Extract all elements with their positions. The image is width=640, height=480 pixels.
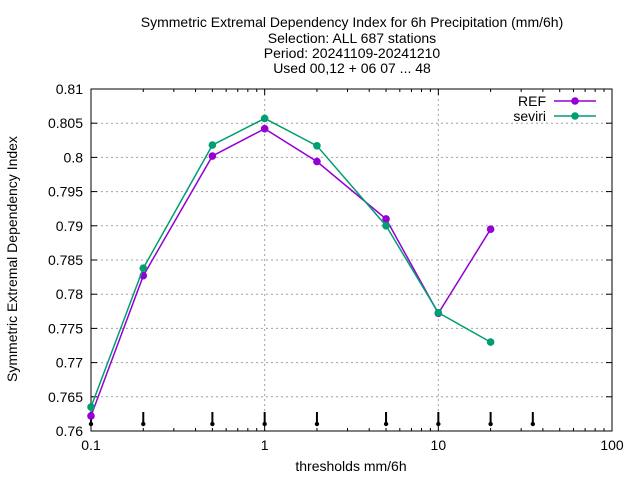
y-tick-label: 0.8 bbox=[64, 149, 84, 165]
title-line-3: Period: 20241109-20241210 bbox=[264, 45, 441, 61]
y-tick-label: 0.795 bbox=[48, 184, 83, 200]
plot-frame bbox=[90, 88, 613, 432]
series-line-REF bbox=[90, 127, 492, 417]
series-line-seviri bbox=[90, 117, 491, 408]
threshold-marker-dot bbox=[383, 421, 389, 427]
data-point-REF bbox=[486, 225, 495, 234]
y-tick-label: 0.775 bbox=[48, 320, 83, 336]
axes: 0.760.7650.770.7750.780.7850.790.7950.80… bbox=[48, 81, 624, 453]
y-tick-label: 0.77 bbox=[56, 355, 83, 371]
data-point-seviri bbox=[139, 264, 148, 273]
y-tick-label: 0.765 bbox=[48, 389, 83, 405]
data-point-REF bbox=[382, 215, 390, 223]
threshold-marker-dot bbox=[314, 421, 320, 427]
legend-marker-REF bbox=[571, 97, 579, 105]
threshold-marker-dot bbox=[88, 421, 94, 427]
data-point-seviri bbox=[434, 308, 443, 317]
data-point-seviri bbox=[382, 222, 390, 230]
threshold-marker-dot bbox=[530, 421, 536, 427]
threshold-marker-dot bbox=[488, 421, 493, 427]
data-point-REF bbox=[208, 152, 217, 160]
legend-label-seviri: seviri bbox=[513, 108, 546, 124]
threshold-markers bbox=[88, 412, 536, 427]
title-line-1: Symmetric Extremal Dependency Index for … bbox=[141, 14, 564, 30]
y-tick-label: 0.79 bbox=[56, 218, 83, 234]
x-tick-label: 10 bbox=[431, 437, 447, 453]
data-point-seviri bbox=[260, 114, 269, 123]
x-tick-label: 100 bbox=[600, 437, 624, 453]
y-tick-label: 0.76 bbox=[56, 423, 83, 439]
x-tick-label: 0.1 bbox=[81, 437, 101, 453]
data-point-seviri bbox=[87, 403, 95, 411]
threshold-marker-dot bbox=[436, 421, 441, 427]
y-tick-label: 0.785 bbox=[48, 252, 83, 268]
x-axis-label: thresholds mm/6h bbox=[295, 458, 406, 474]
chart-title: Symmetric Extremal Dependency Index for … bbox=[141, 14, 564, 76]
data-point-REF bbox=[87, 412, 95, 420]
y-tick-label: 0.78 bbox=[56, 286, 83, 302]
data-point-REF bbox=[260, 124, 269, 133]
title-line-2: Selection: ALL 687 stations bbox=[268, 30, 436, 46]
y-tick-label: 0.81 bbox=[56, 81, 83, 97]
data-point-seviri bbox=[208, 141, 217, 149]
threshold-marker-dot bbox=[141, 421, 146, 427]
legend-label-REF: REF bbox=[518, 93, 546, 109]
grid bbox=[91, 89, 612, 431]
data-point-seviri bbox=[313, 141, 321, 150]
data-point-seviri bbox=[486, 338, 495, 346]
series bbox=[87, 114, 495, 420]
data-point-REF bbox=[313, 157, 321, 166]
threshold-marker-dot bbox=[262, 421, 267, 427]
y-axis-label: Symmetric Extremal Dependency Index bbox=[4, 136, 20, 382]
threshold-marker-dot bbox=[210, 421, 215, 427]
y-tick-label: 0.805 bbox=[48, 115, 83, 131]
title-line-4: Used 00,12 + 06 07 ... 48 bbox=[273, 60, 431, 76]
x-tick-label: 1 bbox=[261, 437, 269, 453]
legend-marker-seviri bbox=[571, 112, 579, 120]
